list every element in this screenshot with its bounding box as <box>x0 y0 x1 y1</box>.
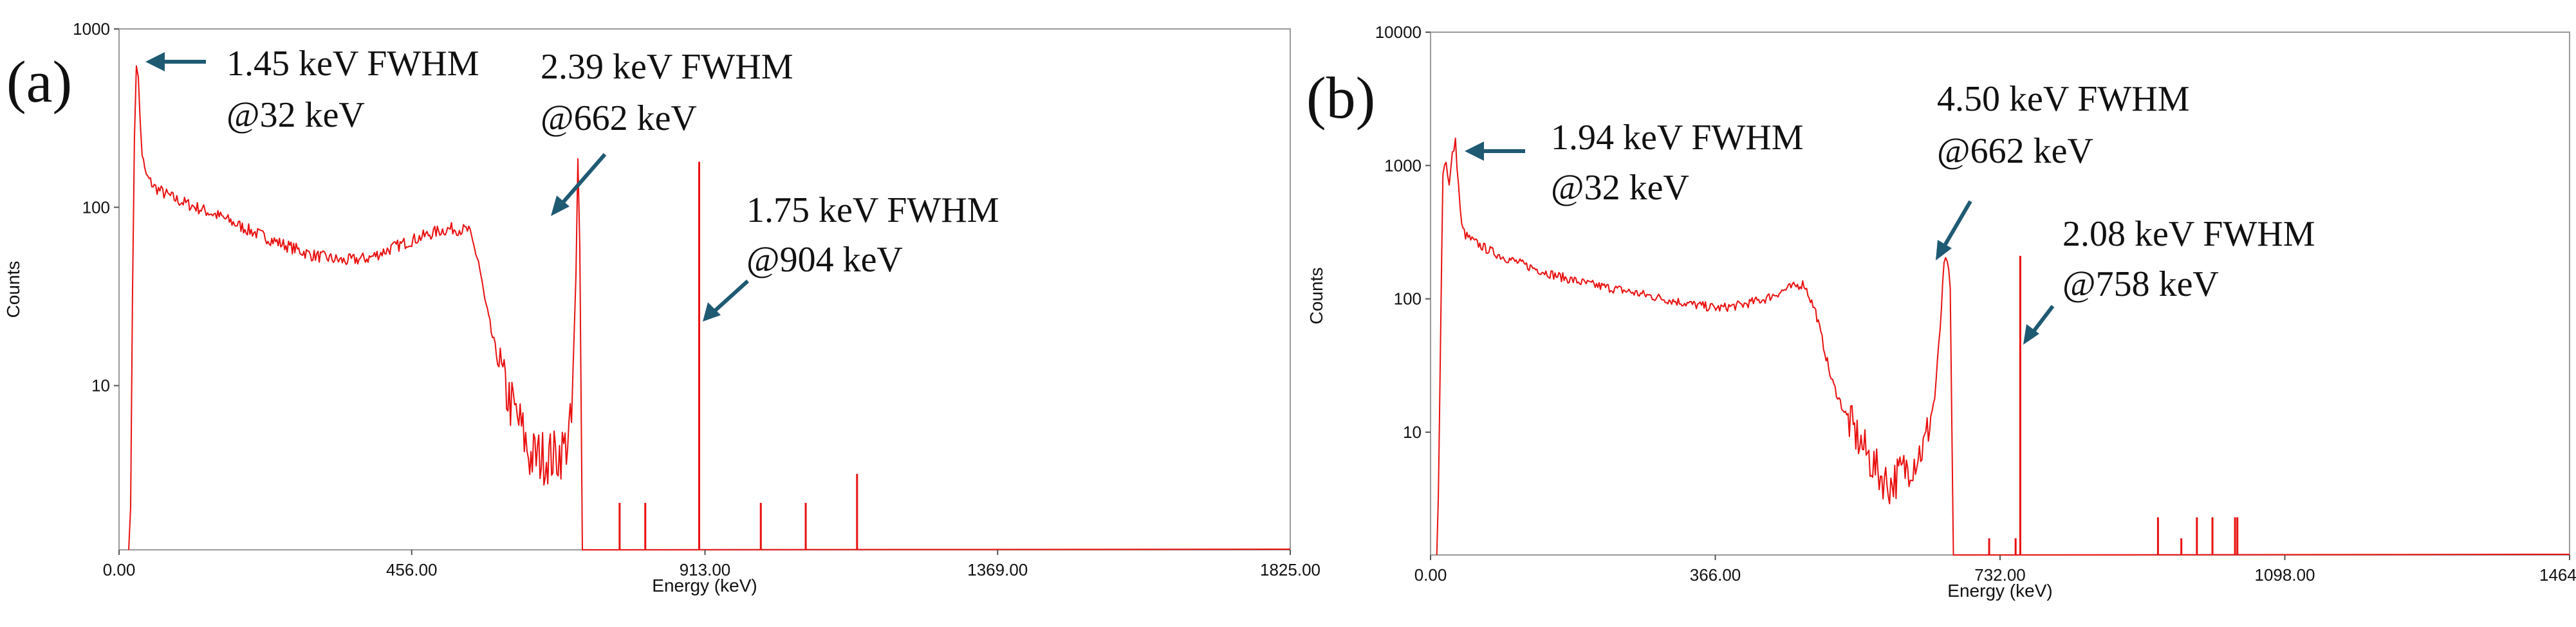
x-tick-label: 1369.00 <box>967 560 1028 579</box>
spectrum-line <box>1436 138 2570 556</box>
annotation-peak-758-b: 2.08 keV FWHM @758 keV <box>2023 214 2315 345</box>
x-tick-label: 1098.00 <box>2255 565 2315 585</box>
arrow-head <box>551 195 570 216</box>
x-tick-label: 0.00 <box>103 560 136 579</box>
x-tick-label: 0.00 <box>1414 565 1447 585</box>
annotation-text: @32 keV <box>227 95 365 135</box>
arrow-head <box>1936 240 1952 260</box>
spectrum-line <box>128 65 1291 550</box>
x-tick-label: 913.00 <box>680 560 731 579</box>
arrow-head <box>1465 141 1484 161</box>
arrow-line <box>1941 200 1972 249</box>
y-tick-label: 10 <box>1403 423 1422 442</box>
annotation-peak-32-b: 1.94 keV FWHM @32 keV <box>1465 118 1804 208</box>
annotation-text: @662 keV <box>541 98 697 138</box>
arrow-head <box>2023 324 2039 345</box>
chart-panel-a: (a) 0.00 456.00 913.00 1369.00 1825.00 10 100… <box>3 19 1320 595</box>
annotation-text: 1.45 keV FWHM <box>227 44 479 84</box>
plot-area-b <box>1436 138 2570 556</box>
x-tick-label: 1825.00 <box>1260 560 1320 579</box>
x-tick-label: 456.00 <box>386 560 438 579</box>
x-tick-label: 366.00 <box>1690 565 1741 585</box>
y-ticks-a: 10 100 1000 <box>73 19 119 395</box>
annotation-text: 1.94 keV FWHM <box>1551 118 1804 158</box>
x-ticks-b: 0.00 366.00 732.00 1098.00 1464.00 <box>1414 555 2576 585</box>
arrow-head <box>703 302 721 322</box>
x-axis-title-a: Energy (keV) <box>652 576 757 595</box>
annotation-peak-662-a: 2.39 keV FWHM @662 keV <box>541 47 793 216</box>
y-tick-label: 100 <box>82 197 110 217</box>
y-tick-label: 1000 <box>73 19 110 39</box>
annotation-text: @662 keV <box>1937 131 2093 171</box>
annotation-text: @32 keV <box>1551 168 1689 208</box>
x-tick-label: 732.00 <box>1974 565 2026 585</box>
annotation-peak-32-a: 1.45 keV FWHM @32 keV <box>145 44 479 135</box>
y-axis-title-b: Counts <box>1306 268 1326 325</box>
y-tick-label: 100 <box>1394 289 1422 309</box>
y-ticks-b: 10 100 1000 10000 <box>1375 23 1431 442</box>
annotation-text: 1.75 keV FWHM <box>746 190 999 230</box>
annotation-text: 4.50 keV FWHM <box>1937 79 2190 119</box>
annotation-text: 2.39 keV FWHM <box>541 47 793 87</box>
annotation-peak-904-a: 1.75 keV FWHM @904 keV <box>703 190 999 322</box>
y-tick-label: 1000 <box>1384 156 1422 175</box>
x-ticks-a: 0.00 456.00 913.00 1369.00 1825.00 <box>103 550 1320 579</box>
x-axis-title-b: Energy (keV) <box>1947 581 2052 601</box>
annotation-text: @904 keV <box>746 240 903 280</box>
arrow-head <box>145 52 165 71</box>
panel-label-a: (a) <box>6 49 72 114</box>
y-tick-label: 10000 <box>1375 23 1422 42</box>
x-tick-label: 1464.00 <box>2539 565 2576 585</box>
plot-area-a <box>128 65 1291 550</box>
chart-panel-b: (b) 0.00 366.00 732.00 1098.00 1464.00 10 100… <box>1306 23 2576 601</box>
arrow-line <box>712 279 750 313</box>
arrow-line <box>559 153 607 206</box>
annotation-text: @758 keV <box>2062 264 2219 304</box>
annotation-text: 2.08 keV FWHM <box>2062 214 2315 254</box>
panel-label-b: (b) <box>1306 65 1375 131</box>
arrow-line <box>2030 305 2055 334</box>
y-tick-label: 10 <box>91 376 110 395</box>
y-axis-title-a: Counts <box>3 261 23 318</box>
annotation-peak-662-b: 4.50 keV FWHM @662 keV <box>1936 79 2190 260</box>
